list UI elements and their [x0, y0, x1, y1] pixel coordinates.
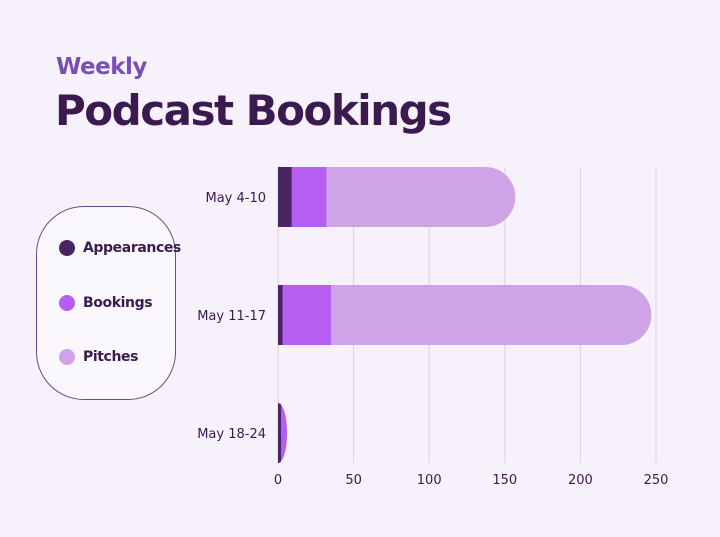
- category-label: May 4-10: [205, 191, 266, 206]
- chart-subtitle: Weekly: [56, 54, 147, 80]
- legend-swatch-appearances: [59, 240, 75, 256]
- x-tick-label: 0: [274, 473, 282, 488]
- x-tick-label: 50: [345, 473, 362, 488]
- x-tick-label: 200: [568, 473, 593, 488]
- category-label: May 18-24: [197, 427, 266, 442]
- legend-swatch-pitches: [59, 349, 75, 365]
- bar-appearances-1: [278, 285, 284, 345]
- legend-label-appearances: Appearances: [83, 240, 181, 256]
- bar-pitches-0: [326, 167, 516, 227]
- bars: [278, 167, 652, 463]
- legend: Appearances Bookings Pitches: [36, 206, 181, 400]
- chart-title: Podcast Bookings: [55, 86, 452, 135]
- legend-item-bookings: Bookings: [59, 295, 153, 311]
- bar-appearances-2: [278, 403, 282, 463]
- x-tick-label: 100: [417, 473, 442, 488]
- bar-bookings-2: [281, 403, 288, 463]
- legend-item-appearances: Appearances: [59, 240, 181, 256]
- legend-label-pitches: Pitches: [83, 349, 139, 365]
- bar-bookings-0: [291, 167, 327, 227]
- bar-bookings-1: [282, 285, 332, 345]
- bar-group-0: [278, 167, 516, 227]
- bar-group-1: [278, 285, 652, 345]
- bar-pitches-1: [330, 285, 652, 345]
- legend-item-pitches: Pitches: [59, 349, 138, 365]
- legend-label-bookings: Bookings: [83, 295, 153, 311]
- legend-swatch-bookings: [59, 295, 75, 311]
- category-labels: May 4-10 May 11-17 May 18-24: [197, 191, 266, 442]
- x-axis-ticks: 0 50 100 150 200 250: [274, 473, 669, 488]
- bar-appearances-0: [278, 167, 293, 227]
- x-tick-label: 150: [492, 473, 517, 488]
- category-label: May 11-17: [197, 309, 266, 324]
- bar-group-2: [278, 403, 288, 463]
- x-tick-label: 250: [644, 473, 669, 488]
